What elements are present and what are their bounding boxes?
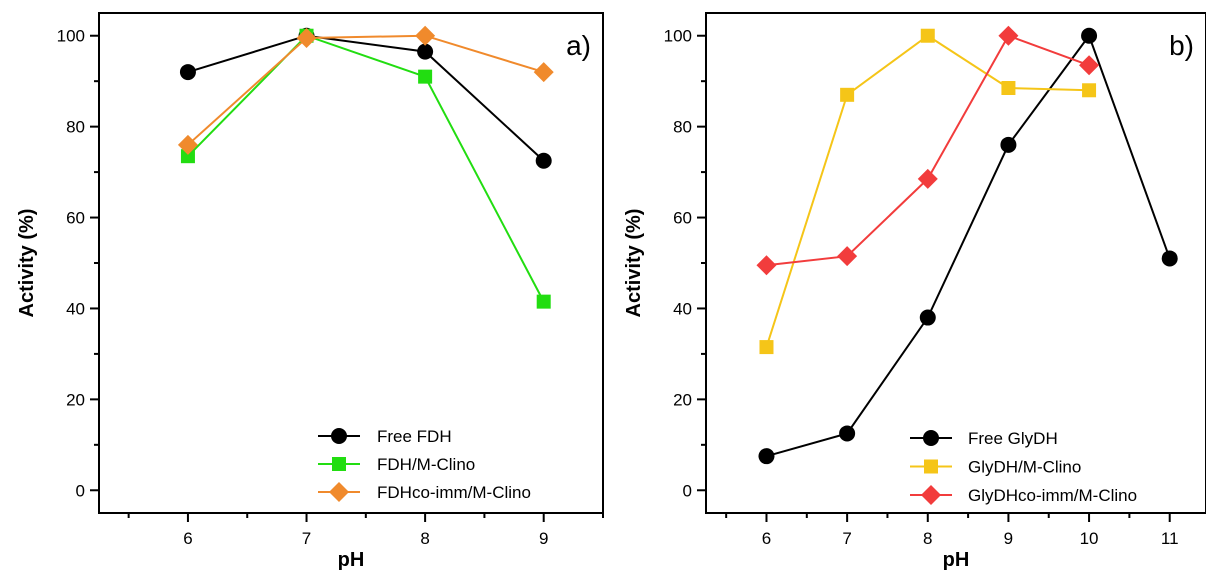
data-point-s1-4 [535,152,552,169]
legend: Free FDH FDH/M-Clino FDHco-imm/M-Clino [318,427,531,502]
y-axis-title: Activity (%) [623,209,645,318]
legend-entry-label: Free FDH [377,427,452,446]
data-point-s3-2 [837,246,858,267]
x-tick-label: 8 [923,529,932,548]
data-point-s1-5 [1081,27,1098,44]
series-line-3 [766,34,1090,267]
x-tick-label: 7 [842,529,851,548]
series-line-2 [765,34,1090,348]
data-point-s1-4 [1000,136,1017,153]
x-axis-title: pH [943,549,970,571]
y-tick-label: 0 [683,481,692,500]
series-line-1 [187,34,545,162]
legend-entry-label: FDHco-imm/M-Clino [377,483,531,502]
y-tick-label: 60 [673,209,692,228]
x-tick-label: 6 [183,529,192,548]
legend-entry-label: FDH/M-Clino [377,455,475,474]
data-point-s2-1 [180,149,195,164]
data-point-s1-3 [919,309,936,326]
y-tick-label: 80 [673,118,692,137]
series-line-2 [187,34,545,303]
series-line-1 [766,33,1171,458]
y-tick-label: 40 [66,299,85,318]
data-point-s1-2 [839,425,856,442]
x-tick-label: 10 [1080,529,1099,548]
y-tick-label: 20 [673,390,692,409]
legend-marker [331,428,347,444]
data-point-s3-2 [296,28,317,48]
data-point-s2-1 [759,340,774,355]
legend-entry-label: GlyDH/M-Clino [968,458,1081,477]
data-point-s2-3 [418,69,433,84]
legend-marker [332,457,346,471]
plot-frame [98,12,604,514]
data-point-s3-3 [415,25,436,46]
data-point-s1-3 [417,43,434,60]
y-axis-title: Activity (%) [16,209,38,318]
panel-label: a) [566,30,591,61]
legend-entry-label: Free GlyDH [968,429,1058,448]
x-tick-label: 8 [420,529,429,548]
chart-panel-1: 6 7 8 9 0 20 40 60 80 100 pH Activity (%) a) Free FDH… [16,12,604,571]
y-tick-label: 100 [57,27,85,46]
data-point-s2-3 [920,28,935,43]
data-point-s1-1 [758,448,775,465]
x-tick-label: 11 [1161,529,1179,548]
y-tick-label: 0 [76,481,85,500]
data-point-s2-5 [1082,83,1097,98]
x-tick-label: 9 [539,529,548,548]
x-tick-label: 9 [1004,529,1013,548]
data-point-s2-2 [840,87,855,102]
y-tick-label: 40 [673,299,692,318]
series-line-3 [187,34,544,146]
data-point-s3-4 [998,25,1019,46]
y-tick-label: 60 [66,209,85,228]
data-point-s2-4 [536,294,551,309]
legend-entry-label: GlyDHco-imm/M-Clino [968,486,1137,505]
data-point-s1-6 [1161,250,1178,267]
legend-marker [329,482,349,502]
panel-label: b) [1169,30,1194,61]
y-tick-label: 100 [664,27,692,46]
x-axis-title: pH [338,549,365,571]
data-point-s3-3 [917,168,938,189]
chart-panel-2: 6 7 8 9 10 11 0 20 40 60 80 100 pH Activity (%) b) Free… [623,12,1206,571]
data-point-s2-4 [1001,81,1016,95]
data-point-s3-4 [533,62,554,83]
x-tick-label: 7 [302,529,311,548]
data-point-s1-1 [179,64,196,81]
data-point-s3-1 [177,134,198,155]
legend: Free GlyDH GlyDH/M-Clino GlyDHco-imm/M-Cli… [910,429,1137,505]
x-tick-label: 6 [762,529,771,548]
data-point-s3-5 [1079,55,1100,76]
legend-marker [923,430,939,446]
y-tick-label: 20 [66,390,85,409]
data-point-s3-1 [756,255,777,276]
legend-marker [924,459,938,474]
legend-marker [921,485,941,505]
y-tick-label: 80 [66,118,85,137]
